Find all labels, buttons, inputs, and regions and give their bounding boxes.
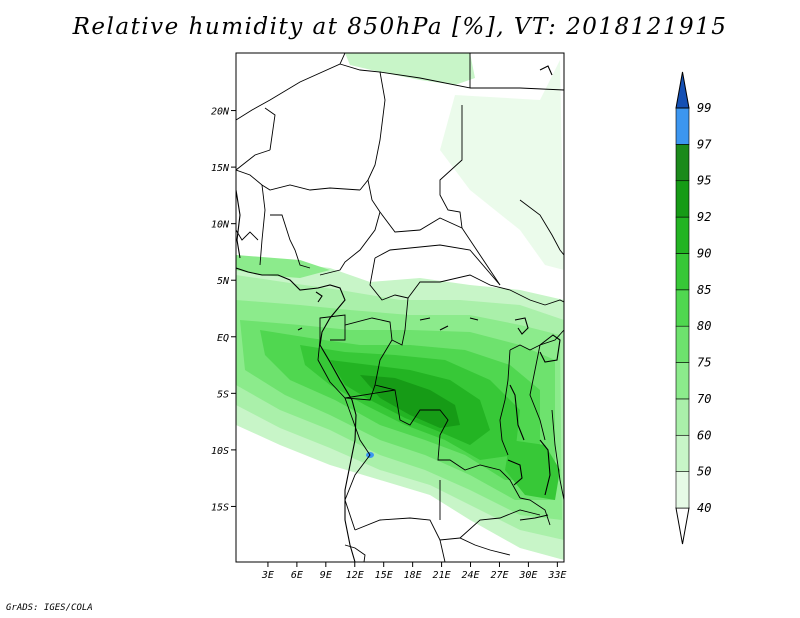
lat-tick-label: 15S	[211, 502, 229, 513]
colorbar-segment	[675, 216, 690, 254]
colorbar-segment	[675, 107, 690, 145]
colorbar-labels: 40 50 60 70 75 80 85 90 92 95 97 99	[697, 101, 712, 515]
map-frame	[235, 52, 565, 563]
lon-tick-label: 15E	[375, 570, 393, 581]
map-title: Relative humidity at 850hPa [%], VT: 201…	[72, 14, 728, 40]
longitude-axis: 3E 6E 9E 12E 15E 18E 21E 24E 27E 30E 33E	[261, 562, 566, 581]
coastlines	[236, 65, 561, 562]
lon-tick-label: 30E	[518, 570, 537, 581]
lon-tick-label: 24E	[461, 570, 479, 581]
colorbar-label: 99	[697, 101, 711, 115]
lon-tick-label: 9E	[320, 570, 332, 581]
colorbar-label: 60	[697, 428, 711, 442]
colorbar-label: 80	[697, 319, 711, 333]
lat-tick-label: EQ	[217, 333, 229, 344]
colorbar-segment	[675, 289, 690, 327]
latitude-axis: 20N 15N 10N 5N EQ 5S 10S 15S	[211, 107, 236, 513]
lat-tick-label: 15N	[211, 163, 230, 174]
colorbar-segment	[675, 398, 690, 436]
colorbar-segment	[675, 180, 690, 218]
lon-tick-label: 6E	[291, 570, 303, 581]
colorbar-label: 97	[697, 137, 712, 151]
colorbar-bottom-triangle	[675, 507, 690, 545]
grads-credit: GrADS: IGES/COLA	[6, 603, 93, 613]
colorbar-label: 85	[697, 283, 711, 297]
humidity-field	[236, 53, 564, 560]
colorbar-boxes	[675, 71, 690, 545]
colorbar-label: 50	[697, 465, 711, 479]
lon-tick-label: 12E	[346, 570, 364, 581]
lon-tick-label: 21E	[433, 570, 451, 581]
lon-tick-label: 18E	[404, 570, 422, 581]
lon-tick-label: 33E	[547, 570, 566, 581]
colorbar-label: 70	[697, 392, 711, 406]
colorbar-segment	[675, 434, 690, 472]
lat-tick-label: 5N	[217, 276, 230, 287]
colorbar-top-triangle	[675, 71, 690, 109]
country-borders	[236, 53, 564, 562]
colorbar-segment	[675, 362, 690, 400]
colorbar-label: 90	[697, 246, 711, 260]
colorbar-label: 92	[697, 210, 711, 224]
lat-tick-label: 10S	[211, 446, 229, 457]
colorbar-label: 75	[697, 356, 711, 370]
colorbar-segment	[675, 144, 690, 182]
lon-tick-label: 3E	[261, 570, 274, 581]
lat-tick-label: 10N	[211, 220, 230, 231]
lon-tick-label: 27E	[490, 570, 508, 581]
colorbar-segment	[675, 253, 690, 291]
colorbar-label: 95	[697, 174, 711, 188]
colorbar-segment	[675, 325, 690, 363]
colorbar-segment	[675, 471, 690, 509]
colorbar-label: 40	[697, 501, 711, 515]
lat-tick-label: 5S	[217, 389, 229, 400]
lat-tick-label: 20N	[211, 107, 230, 118]
